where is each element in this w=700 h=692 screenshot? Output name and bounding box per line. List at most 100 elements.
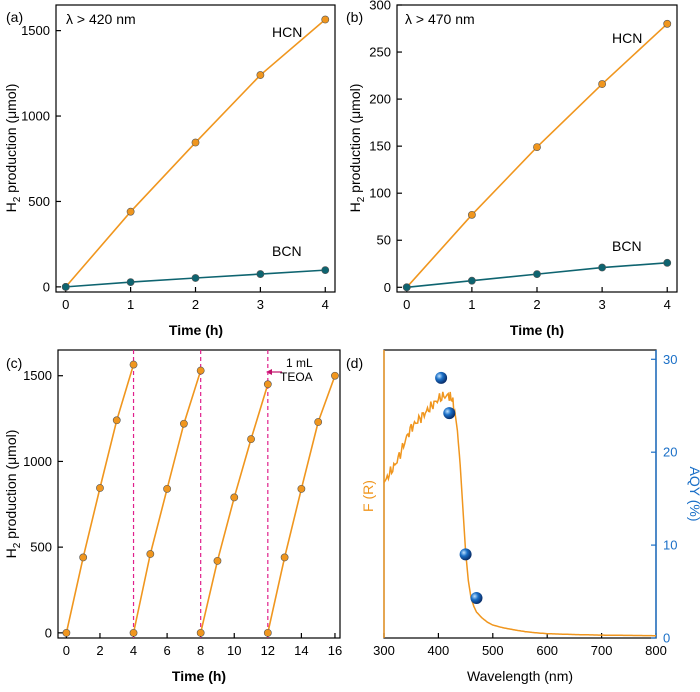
panel-b-bcn-point [467, 276, 476, 285]
panel-a-bcn-label: BCN [272, 243, 302, 259]
panel-a-ylabel-h: H [3, 202, 19, 212]
panel-a-bcn-point [61, 282, 70, 291]
panel-c-ytick-label: 0 [45, 625, 52, 640]
panel-d-xtick-label: 700 [591, 643, 613, 658]
panel-d-marks [383, 371, 656, 637]
panel-c-xtick-label: 2 [96, 643, 103, 658]
panel-c-ticks: 0 2 4 6 8 10 12 14 16 0 500 1000 1500 [23, 368, 342, 658]
panel-a-xtick-label: 4 [322, 297, 329, 312]
panel-c-xlabel: Time (h) [172, 668, 226, 684]
panel-c-cycle-3-point [230, 493, 239, 502]
panel-b-ytick-label: 300 [369, 0, 391, 13]
panel-c-cycle-4-point [297, 484, 306, 493]
panel-c-xtick-label: 0 [63, 643, 70, 658]
panel-c-teoa-1: 1 mL [286, 356, 313, 370]
panel-a-ticks: 0 1 2 3 4 0 500 1000 1500 [21, 23, 329, 312]
panel-a-xtick-label: 3 [257, 297, 264, 312]
panel-b-hcn-point [663, 19, 672, 28]
panel-b-hcn-label: HCN [612, 30, 642, 46]
panel-d-absorption-curve [383, 391, 656, 637]
panel-b-lambda: λ > 470 nm [405, 11, 475, 27]
panel-b-bcn-label: BCN [612, 238, 642, 254]
panel-a-bcn-point [256, 270, 265, 278]
panel-b-ytick-label: 150 [369, 139, 391, 154]
panel-d-xtick-label: 400 [428, 643, 450, 658]
panel-b-ylabel-rest: production (μmol) [347, 84, 363, 197]
panel-c-cycle-3-point [247, 435, 255, 444]
panel-d-xtick-label: 800 [645, 643, 667, 658]
panel-b-bcn-point [663, 258, 672, 267]
panel-a-lambda: λ > 420 nm [66, 11, 136, 27]
panel-b-letter: (b) [346, 9, 363, 25]
panel-d-aqy-point [435, 371, 448, 384]
panel-d-aqy-point [459, 548, 472, 561]
panel-c-cycle-1-point [62, 628, 71, 637]
panel-a-bcn-point [191, 274, 200, 282]
panel-c-cycle-4-line [267, 375, 336, 634]
panel-c-ytick-label: 1500 [23, 368, 52, 383]
panel-b-ytick-label: 50 [377, 233, 391, 248]
panel-c-marks [62, 350, 339, 638]
panel-b-ytick-label: 100 [369, 186, 391, 201]
panel-b-marks [402, 19, 672, 292]
panel-c-teoa-2: TEOA [280, 370, 313, 384]
panel-b-ylabel-sub: 2 [356, 196, 367, 202]
panel-b-xtick-label: 1 [468, 297, 475, 312]
panel-d-xlabel: Wavelength (nm) [467, 668, 573, 684]
panel-a-marks [61, 15, 330, 291]
panel-a-xlabel: Time (h) [169, 322, 223, 338]
panel-c-xtick-label: 8 [197, 643, 204, 658]
panel-a-ytick-label: 0 [43, 279, 50, 294]
panel-c-cycle-3-line [199, 384, 269, 634]
panel-a-ylabel: H2 production (μmol) [3, 84, 23, 213]
panel-d-ylabel-right: AQY (%) [687, 467, 700, 522]
panel-a-bcn-point [321, 266, 330, 275]
panel-b-hcn-point [467, 210, 476, 219]
panel-c-cycle-4-point [280, 553, 289, 562]
panel-b-ticks: 0 1 2 3 4 0 50 100 150 200 250 300 [369, 0, 671, 312]
panel-b-xtick-label: 2 [533, 297, 540, 312]
panel-a-xtick-label: 1 [127, 297, 134, 312]
panel-c-cycle-3-point [213, 556, 222, 565]
panel-d-xtick-label: 300 [373, 643, 395, 658]
panel-a-hcn-point [126, 207, 135, 216]
panel-a-ytick-label: 1500 [21, 23, 50, 38]
panel-b-bcn-point [402, 283, 411, 292]
panel-c-ylabel-sub: 2 [12, 542, 23, 548]
panel-b-ytick-label: 0 [384, 280, 391, 295]
panel-c-cycle-3-point [263, 380, 272, 389]
panel-b-hcn-point [598, 80, 607, 88]
panel-c-frame [57, 349, 341, 639]
panel-c-cycle-3-point [196, 628, 205, 637]
panel-a-ylabel-sub: 2 [12, 196, 23, 202]
panel-b-ylabel: H2 production (μmol) [347, 84, 367, 213]
panel-c-cycle-2-point [179, 419, 188, 428]
panel-b: (b) λ > 470 nm HCN BCN Time (h) H2 produ… [346, 0, 678, 338]
panel-c-cycle-4-point [331, 371, 339, 380]
panel-a-ylabel-rest: production (μmol) [3, 84, 19, 197]
panel-c-cycle-2-line [132, 370, 202, 634]
panel-c-cycle-1-point [96, 484, 104, 492]
panel-d-ytick-right-label: 30 [663, 352, 677, 367]
panel-c-cycle-4-point [263, 628, 272, 637]
panel-c-ytick-label: 1000 [23, 454, 52, 469]
panel-c-cycle-1-point [79, 553, 88, 562]
panel-c-cycle-2-point [129, 628, 138, 637]
panel-c-cycle-1-point [112, 416, 121, 425]
panel-a-hcn-point [191, 138, 200, 147]
panel-a: (a) λ > 420 nm HCN BCN Time (h) H2 produ… [3, 4, 336, 338]
panel-a-hcn-point [321, 15, 330, 24]
panel-a-ytick-label: 1000 [21, 109, 50, 124]
panel-a-xtick-label: 2 [192, 297, 199, 312]
panel-c-xtick-label: 6 [163, 643, 170, 658]
panel-b-ytick-label: 250 [369, 45, 391, 60]
panel-c-cycle-2-point [163, 484, 172, 493]
panel-c: (c) 1 mL TEOA Time (h) H2 production (μm… [3, 349, 342, 684]
panel-a-letter: (a) [6, 9, 23, 25]
panel-d-ytick-right-label: 0 [663, 631, 670, 646]
panel-c-teoa-arrowhead [266, 369, 272, 375]
panel-d-xtick-label: 500 [482, 643, 504, 658]
panel-b-ytick-label: 200 [369, 92, 391, 107]
